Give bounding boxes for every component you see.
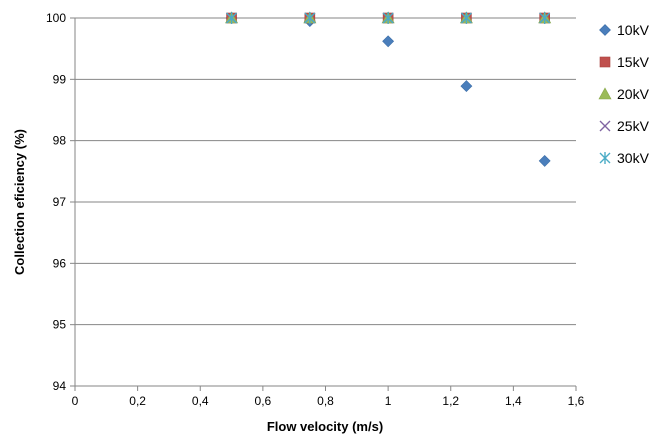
x-tick-label: 0 [72,394,79,408]
x-tick-label: 0,2 [129,394,146,408]
y-tick-label: 97 [53,195,67,209]
x-tick-label: 0,8 [317,394,334,408]
gridlines [75,17,576,326]
y-tick-label: 100 [46,11,66,25]
x-tick-label: 0,6 [255,394,272,408]
data-point-10kv [538,154,551,167]
y-tick-label: 94 [53,379,67,393]
x-tick-label: 1,4 [505,394,522,408]
legend-label-30kv: 30kV [617,150,650,166]
data-point-10kv [382,35,395,48]
data-point-30kv [382,12,394,24]
x-axis-title: Flow velocity (m/s) [267,419,383,434]
legend-marker-30kv [599,152,611,164]
legend: 10kV 15kV 20kV 25kV 30kV [598,22,650,166]
x-tick-label: 0,4 [192,394,209,408]
legend-label-25kv: 25kV [617,118,650,134]
legend-label-20kv: 20kV [617,86,650,102]
axes [70,17,577,391]
legend-marker-15kv [599,56,611,68]
data-point-30kv [460,12,472,24]
y-tick-labels: 94 95 96 97 98 99 100 [46,11,66,393]
y-tick-label: 96 [53,256,67,270]
x-tick-labels: 0 0,2 0,4 0,6 0,8 1 1,2 1,4 1,6 [72,394,585,408]
data-point-30kv [304,12,316,24]
legend-label-15kv: 15kV [617,54,650,70]
data-points [225,11,552,167]
data-point-30kv [539,12,551,24]
legend-marker-20kv [598,87,612,100]
x-tick-label: 1 [385,394,392,408]
data-point-10kv [460,80,473,93]
legend-label-10kv: 10kV [617,22,650,38]
y-tick-label: 98 [53,134,67,148]
y-tick-label: 99 [53,72,67,86]
y-tick-label: 95 [53,318,67,332]
data-point-30kv [226,12,238,24]
y-axis-title: Collection eficiency (%) [12,129,27,275]
legend-marker-10kv [599,24,611,36]
x-tick-label: 1,2 [442,394,459,408]
x-tick-label: 1,6 [568,394,585,408]
legend-marker-25kv [599,120,611,132]
